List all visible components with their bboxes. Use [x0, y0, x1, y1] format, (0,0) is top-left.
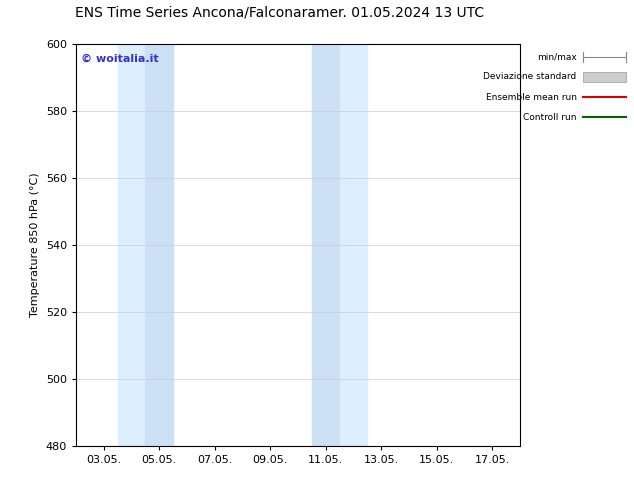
Text: Deviazione standard: Deviazione standard	[483, 73, 576, 81]
Text: min/max: min/max	[537, 52, 576, 61]
Bar	[312, 44, 340, 446]
Bar	[340, 44, 367, 446]
Bar	[118, 44, 145, 446]
Text: Ensemble mean run: Ensemble mean run	[486, 93, 576, 101]
Text: Controll run: Controll run	[523, 113, 576, 122]
Text: mer. 01.05.2024 13 UTC: mer. 01.05.2024 13 UTC	[316, 5, 484, 20]
Y-axis label: Temperature 850 hPa (°C): Temperature 850 hPa (°C)	[30, 172, 40, 318]
Text: ENS Time Series Ancona/Falconara: ENS Time Series Ancona/Falconara	[75, 5, 316, 20]
Bar	[145, 44, 173, 446]
FancyBboxPatch shape	[583, 72, 626, 82]
Text: © woitalia.it: © woitalia.it	[81, 54, 158, 64]
